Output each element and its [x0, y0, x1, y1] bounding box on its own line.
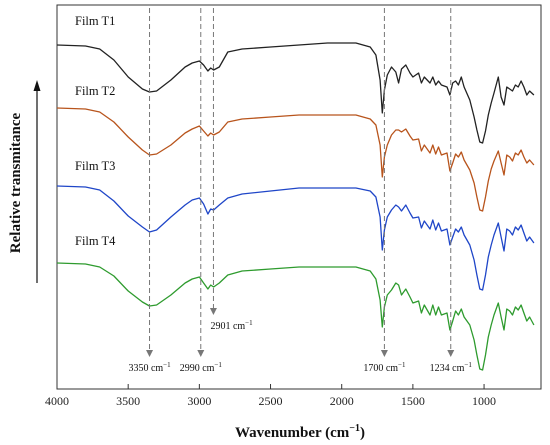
x-axis-title-sup: −1: [349, 423, 360, 434]
x-tick-label-2500: 2500: [259, 394, 283, 408]
series-label-2: Film T2: [75, 84, 115, 98]
peak-markers-group: 3350 cm−1 2990 cm−1 2901 cm−1 1700 cm−1 1234…: [128, 8, 472, 374]
x-tick-label-4000: 4000: [45, 394, 69, 408]
series-group: Film T1 Film T2 Film T3 Film T4: [56, 14, 535, 371]
series-label-3: Film T3: [75, 159, 115, 173]
x-axis-title-main: Wavenumber (cm: [235, 425, 350, 441]
peak-label-1: 3350 cm−1: [128, 361, 171, 374]
series-line-4: [56, 262, 535, 371]
x-axis: 4000 3500 3000 2500 2000 1500 1000: [45, 384, 496, 408]
series-line-2: [56, 107, 535, 212]
peak-arrow-3: [209, 308, 217, 315]
peak-label-3: 2901 cm−1: [210, 319, 253, 332]
x-tick-label-3000: 3000: [187, 394, 211, 408]
y-axis-arrow: [33, 80, 41, 283]
peak-arrow-4: [380, 350, 388, 357]
series-label-4: Film T4: [75, 234, 116, 248]
plot-frame: [56, 4, 542, 390]
peak-label-2: 2990 cm−1: [180, 361, 223, 374]
peak-label-4: 1700 cm−1: [363, 361, 406, 374]
series-line-3: [56, 185, 535, 291]
series-label-1: Film T1: [75, 14, 115, 28]
x-tick-label-3500: 3500: [116, 394, 140, 408]
peak-arrow-5: [447, 350, 455, 357]
peak-arrow-1: [146, 350, 154, 357]
x-tick-label-1500: 1500: [401, 394, 425, 408]
x-tick-label-1000: 1000: [472, 394, 496, 408]
peak-arrow-2: [197, 350, 205, 357]
x-axis-title-close: ): [360, 425, 365, 441]
x-tick-label-2000: 2000: [330, 394, 354, 408]
y-axis-title: Relative transmitance: [8, 112, 24, 253]
peak-label-5: 1234 cm−1: [430, 361, 473, 374]
x-axis-title: Wavenumber (cm−1): [235, 423, 365, 441]
series-line-1: [56, 42, 535, 144]
